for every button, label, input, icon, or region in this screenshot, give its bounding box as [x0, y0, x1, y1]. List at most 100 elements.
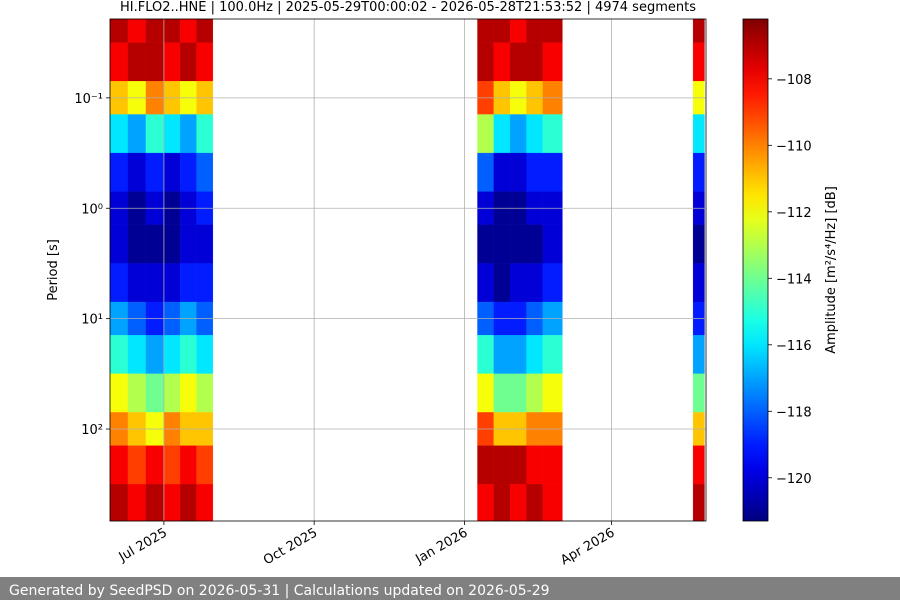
heat-cell: [196, 445, 214, 485]
colorbar: [742, 18, 769, 522]
heat-cell: [510, 114, 527, 154]
heat-cell: [542, 335, 563, 374]
heat-cell: [180, 152, 197, 192]
heat-cell: [145, 263, 165, 303]
heat-cell: [526, 42, 543, 82]
heat-cell: [109, 263, 129, 303]
heat-cell: [145, 18, 165, 43]
heat-cell: [163, 152, 181, 192]
heat-cell: [542, 224, 563, 264]
colorbar-tick-label: −120: [776, 472, 812, 487]
heat-cell: [109, 224, 129, 264]
heat-cell: [526, 484, 543, 522]
plot-frame: [109, 18, 707, 522]
footer-bar: [0, 577, 900, 600]
colorbar-tick-label: −114: [776, 272, 812, 287]
heat-cell: [145, 224, 165, 264]
y-tick-label: 10¹: [81, 313, 103, 328]
heat-cell: [493, 224, 511, 264]
heat-cell: [163, 18, 181, 43]
x-tick-label: Jan 2026: [412, 525, 470, 567]
heat-cell: [542, 152, 563, 192]
heat-cell: [180, 484, 197, 522]
heat-cell: [692, 484, 705, 522]
heat-cell: [692, 335, 705, 374]
heat-cell: [510, 484, 527, 522]
heat-cell: [109, 373, 129, 413]
heat-cell: [477, 335, 494, 374]
heat-cell: [109, 18, 129, 43]
heat-cell: [510, 373, 527, 413]
heat-cell: [692, 114, 705, 154]
heat-cell: [510, 263, 527, 303]
colorbar-tick-label: −110: [776, 139, 812, 154]
heat-cell: [510, 152, 527, 192]
heat-cell: [510, 18, 527, 43]
heat-cell: [542, 484, 563, 522]
heat-cell: [542, 373, 563, 413]
x-tick-label: Oct 2025: [261, 525, 320, 568]
heat-cell: [145, 42, 165, 82]
heat-cell: [180, 335, 197, 374]
heat-cell: [180, 373, 197, 413]
heat-cell: [692, 18, 705, 43]
heat-cell: [196, 484, 214, 522]
heat-cell: [477, 263, 494, 303]
colorbar-tick-label: −116: [776, 339, 812, 354]
heat-cell: [196, 18, 214, 43]
heat-cell: [109, 484, 129, 522]
x-tick-label: Jul 2025: [116, 525, 170, 565]
heat-cell: [145, 484, 165, 522]
heat-cell: [692, 373, 705, 413]
heat-cell: [127, 445, 147, 485]
heat-cell: [127, 18, 147, 43]
heat-cell: [145, 373, 165, 413]
heat-cell: [692, 152, 705, 192]
heat-cell: [510, 335, 527, 374]
heat-cell: [526, 335, 543, 374]
heat-cell: [477, 224, 494, 264]
heat-cell: [145, 114, 165, 154]
heat-cell: [542, 18, 563, 43]
heat-cell: [692, 224, 705, 264]
colorbar-tick-label: −108: [776, 73, 812, 88]
heat-cell: [692, 263, 705, 303]
y-tick-label: 10⁰: [81, 202, 103, 217]
heat-cell: [542, 114, 563, 154]
heat-cell: [163, 263, 181, 303]
heat-cell: [127, 484, 147, 522]
heat-cell: [180, 18, 197, 43]
colorbar-label: Amplitude [m²/s⁴/Hz] [dB]: [824, 186, 839, 354]
heat-cell: [127, 114, 147, 154]
heat-cell: [196, 42, 214, 82]
heat-cell: [145, 152, 165, 192]
heat-cell: [127, 335, 147, 374]
heat-cell: [493, 114, 511, 154]
heat-cell: [196, 224, 214, 264]
heat-cell: [163, 224, 181, 264]
heat-cell: [196, 373, 214, 413]
heat-cell: [196, 263, 214, 303]
heat-cell: [196, 152, 214, 192]
heat-cell: [526, 18, 543, 43]
heat-cell: [163, 335, 181, 374]
heat-cell: [493, 335, 511, 374]
heat-cell: [180, 445, 197, 485]
heat-cell: [493, 484, 511, 522]
heat-cell: [526, 373, 543, 413]
y-tick-label: 10⁻¹: [74, 92, 103, 107]
heat-cell: [163, 114, 181, 154]
heat-cell: [180, 263, 197, 303]
heat-cell: [493, 18, 511, 43]
heat-cell: [510, 224, 527, 264]
heat-cell: [127, 373, 147, 413]
heat-cell: [526, 263, 543, 303]
heat-cell: [477, 18, 494, 43]
footer-text: Generated by SeedPSD on 2026-05-31 | Cal…: [9, 583, 550, 599]
heat-cell: [477, 42, 494, 82]
heat-cell: [477, 373, 494, 413]
heat-cell: [127, 152, 147, 192]
x-tick-label: Apr 2026: [558, 525, 617, 568]
heat-cell: [542, 263, 563, 303]
heat-cell: [477, 152, 494, 192]
